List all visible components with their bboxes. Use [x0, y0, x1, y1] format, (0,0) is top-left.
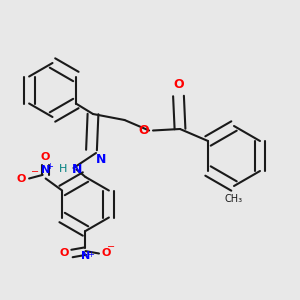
Text: +: +: [46, 162, 53, 171]
Text: N: N: [96, 153, 106, 166]
Text: N: N: [72, 163, 83, 176]
Text: O: O: [173, 79, 184, 92]
Text: O: O: [60, 248, 69, 259]
Text: O: O: [41, 152, 50, 162]
Text: O: O: [139, 124, 149, 137]
Text: −: −: [106, 242, 115, 252]
Text: O: O: [102, 248, 111, 259]
Text: O: O: [17, 173, 26, 184]
Text: N: N: [81, 251, 90, 261]
Text: N: N: [41, 165, 50, 175]
Text: CH₃: CH₃: [225, 194, 243, 203]
Text: H: H: [59, 164, 68, 175]
Text: +: +: [87, 250, 94, 259]
Text: −: −: [31, 167, 39, 177]
